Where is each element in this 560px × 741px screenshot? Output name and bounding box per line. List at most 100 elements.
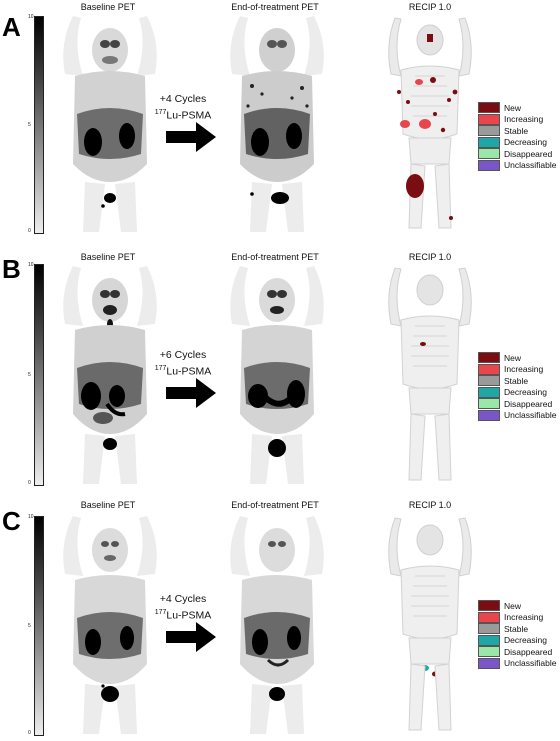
legend-swatch bbox=[478, 646, 500, 658]
scale-tick: 0 bbox=[28, 730, 31, 736]
end-of-treatment-pet-title: End-of-treatment PET bbox=[231, 252, 319, 262]
radioligand-label: 177Lu-PSMA bbox=[128, 106, 238, 123]
baseline-pet-title: Baseline PET bbox=[80, 252, 136, 262]
panel-letter: A bbox=[2, 12, 21, 42]
end-of-treatment-pet-title: End-of-treatment PET bbox=[231, 2, 319, 12]
legend-item-increasing: Increasing bbox=[478, 363, 560, 376]
scale-tick: 0 bbox=[28, 228, 31, 234]
suv-scale-bar: 10 5 0 bbox=[28, 15, 44, 234]
panel-letter: C bbox=[2, 506, 21, 536]
legend-item-decreasing: Decreasing bbox=[478, 634, 560, 647]
legend-item-unclassifiable: Unclassifiable bbox=[478, 409, 560, 422]
legend-swatch bbox=[478, 623, 500, 635]
legend-swatch bbox=[478, 136, 500, 148]
legend-label: New bbox=[504, 102, 522, 113]
legend-swatch bbox=[478, 611, 500, 623]
legend-swatch bbox=[478, 600, 500, 612]
isotope-mass-number: 177 bbox=[154, 109, 167, 116]
legend-label: Increasing bbox=[504, 114, 544, 125]
radioligand-label: 177Lu-PSMA bbox=[128, 362, 238, 379]
legend-swatch bbox=[478, 657, 500, 669]
legend-label: Increasing bbox=[504, 364, 544, 375]
cycles-label: +6 Cycles 177Lu-PSMA bbox=[128, 348, 238, 379]
isotope-name: Lu-PSMA bbox=[166, 609, 212, 622]
legend-swatch bbox=[478, 148, 500, 160]
right-arrow-icon bbox=[166, 378, 216, 408]
panel-b: B 10 5 0 Baseline PET End-of-treatment P… bbox=[0, 250, 560, 490]
scale-tick: 10 bbox=[28, 14, 34, 20]
legend-item-stable: Stable bbox=[478, 623, 560, 635]
legend-swatch bbox=[478, 363, 500, 375]
suv-scale-bar: 10 5 0 bbox=[28, 263, 44, 486]
cycles-count: +6 Cycles bbox=[159, 349, 207, 361]
isotope-name: Lu-PSMA bbox=[166, 365, 212, 378]
legend-item-increasing: Increasing bbox=[478, 113, 560, 126]
legend-label: Stable bbox=[504, 375, 529, 386]
recip-title: RECIP 1.0 bbox=[408, 2, 452, 12]
legend-label: Disappeared bbox=[504, 646, 553, 657]
legend-label: New bbox=[504, 600, 522, 611]
cycles-count: +4 Cycles bbox=[159, 93, 207, 105]
scale-tick: 10 bbox=[28, 262, 34, 268]
legend-item-disappeared: Disappeared bbox=[478, 148, 560, 160]
recip-title: RECIP 1.0 bbox=[408, 252, 452, 262]
legend-item-new: New bbox=[478, 600, 560, 612]
legend-label: Disappeared bbox=[504, 148, 553, 159]
isotope-mass-number: 177 bbox=[154, 609, 167, 616]
legend-swatch bbox=[478, 102, 500, 114]
end-of-treatment-pet-title: End-of-treatment PET bbox=[231, 500, 319, 510]
legend-label: Increasing bbox=[504, 612, 544, 623]
legend-swatch bbox=[478, 352, 500, 364]
isotope-mass-number: 177 bbox=[154, 365, 167, 372]
baseline-pet-image bbox=[63, 266, 157, 484]
legend-label: Decreasing bbox=[504, 137, 547, 148]
cycles-count: +4 Cycles bbox=[159, 593, 207, 605]
baseline-pet-title: Baseline PET bbox=[80, 500, 136, 510]
panel-a: A 10 5 0 Baseline PET End-of-treatment P… bbox=[0, 0, 560, 240]
end-of-treatment-pet-image bbox=[230, 16, 324, 232]
cycles-label: +4 Cycles 177Lu-PSMA bbox=[128, 592, 238, 623]
legend-label: Unclassifiable bbox=[504, 160, 557, 171]
legend-item-decreasing: Decreasing bbox=[478, 136, 560, 149]
right-arrow-icon bbox=[166, 622, 216, 652]
legend-item-stable: Stable bbox=[478, 125, 560, 137]
legend-swatch bbox=[478, 159, 500, 171]
legend-label: Disappeared bbox=[504, 398, 553, 409]
legend-swatch bbox=[478, 125, 500, 137]
end-of-treatment-pet-image bbox=[230, 516, 324, 734]
recip-skeleton-image bbox=[388, 17, 472, 229]
baseline-pet-title: Baseline PET bbox=[80, 2, 136, 12]
recip-title: RECIP 1.0 bbox=[408, 500, 452, 510]
legend-label: Unclassifiable bbox=[504, 410, 557, 421]
legend-item-unclassifiable: Unclassifiable bbox=[478, 657, 560, 670]
legend-swatch bbox=[478, 386, 500, 398]
end-of-treatment-pet-image bbox=[230, 266, 324, 484]
panel-c: C 10 5 0 Baseline PET End-of-treatment P… bbox=[0, 498, 560, 741]
legend-label: Decreasing bbox=[504, 387, 547, 398]
baseline-pet-image bbox=[63, 516, 157, 734]
recip-legend: New Increasing Stable Decreasing Disappe… bbox=[478, 600, 560, 669]
recip-legend: New Increasing Stable Decreasing Disappe… bbox=[478, 352, 560, 421]
legend-swatch bbox=[478, 375, 500, 387]
scale-tick: 10 bbox=[28, 514, 34, 520]
legend-item-new: New bbox=[478, 352, 560, 364]
recip-legend: New Increasing Stable Decreasing Disappe… bbox=[478, 102, 560, 171]
isotope-name: Lu-PSMA bbox=[166, 109, 212, 122]
legend-label: New bbox=[504, 352, 522, 363]
recip-skeleton-image bbox=[388, 267, 472, 481]
legend-item-disappeared: Disappeared bbox=[478, 646, 560, 658]
scale-tick: 5 bbox=[28, 372, 31, 378]
legend-item-disappeared: Disappeared bbox=[478, 398, 560, 410]
legend-item-new: New bbox=[478, 102, 560, 114]
legend-label: Unclassifiable bbox=[504, 658, 557, 669]
legend-swatch bbox=[478, 113, 500, 125]
panel-letter: B bbox=[2, 254, 21, 284]
legend-item-unclassifiable: Unclassifiable bbox=[478, 159, 560, 172]
legend-item-decreasing: Decreasing bbox=[478, 386, 560, 399]
right-arrow-icon bbox=[166, 122, 216, 152]
legend-swatch bbox=[478, 398, 500, 410]
suv-scale-bar: 10 5 0 bbox=[28, 515, 44, 736]
cycles-label: +4 Cycles 177Lu-PSMA bbox=[128, 92, 238, 123]
scale-tick: 5 bbox=[28, 623, 31, 629]
legend-swatch bbox=[478, 634, 500, 646]
